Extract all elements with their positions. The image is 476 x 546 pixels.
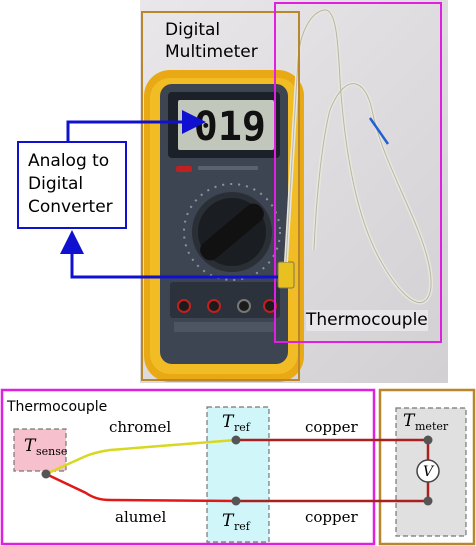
label-alumel: alumel: [115, 508, 167, 526]
sense-junction-box: [13, 428, 67, 472]
ref-junction-dot-bottom: [231, 496, 241, 506]
arrow-input-to-adc: [60, 230, 278, 279]
wire-chromel: [45, 438, 237, 476]
t-ref-top-subscript: ref: [234, 421, 251, 434]
voltmeter-symbol: V: [423, 464, 435, 480]
meter-terminal-top: [423, 435, 433, 445]
thermocouple-schematic: V Thermocouple T sense T ref T ref T met…: [0, 388, 476, 546]
multimeter-frame: [141, 11, 300, 381]
voltmeter-icon: [416, 459, 440, 483]
t-sense-symbol: T: [24, 436, 37, 456]
t-sense-subscript: sense: [36, 445, 67, 458]
adc-label-line3: Converter: [28, 197, 113, 217]
signal-arrows: [60, 110, 278, 279]
schematic-meter-frame: [378, 388, 476, 546]
label-copper-top: copper: [305, 418, 359, 436]
arrow-adc-to-display: [66, 110, 206, 141]
t-ref-top-symbol: T: [222, 412, 235, 432]
t-meter-symbol: T: [403, 411, 416, 431]
reference-junction-box: [206, 406, 270, 543]
adc-label-line1: Analog to: [28, 151, 110, 171]
adc-label: Analog to Digital Converter: [28, 150, 128, 219]
sense-junction-dot: [41, 469, 51, 479]
thermocouple-photo-label: Thermocouple: [306, 310, 428, 331]
adc-label-line2: Digital: [28, 174, 84, 194]
multimeter-photo: 019: [140, 0, 448, 383]
photo-drawing: 019: [144, 8, 434, 382]
meter-terminal-bottom: [423, 496, 433, 506]
thermocouple-frame: [274, 2, 442, 343]
wire-alumel: [45, 472, 237, 503]
ref-junction-dot-top: [231, 435, 241, 445]
schematic-thermocouple-frame: [0, 388, 376, 546]
t-ref-bottom-symbol: T: [222, 511, 235, 531]
multimeter-label-line2: Multimeter: [165, 42, 258, 62]
dial-knob: [200, 203, 264, 261]
label-chromel: chromel: [109, 418, 171, 436]
t-ref-bottom-subscript: ref: [234, 520, 251, 533]
adc-box: [17, 141, 127, 229]
schematic-title: Thermocouple: [6, 399, 107, 415]
probe-tip: [368, 117, 390, 145]
t-meter-subscript: meter: [415, 420, 449, 433]
multimeter-label-line1: Digital: [165, 20, 221, 40]
label-copper-bottom: copper: [305, 508, 359, 526]
